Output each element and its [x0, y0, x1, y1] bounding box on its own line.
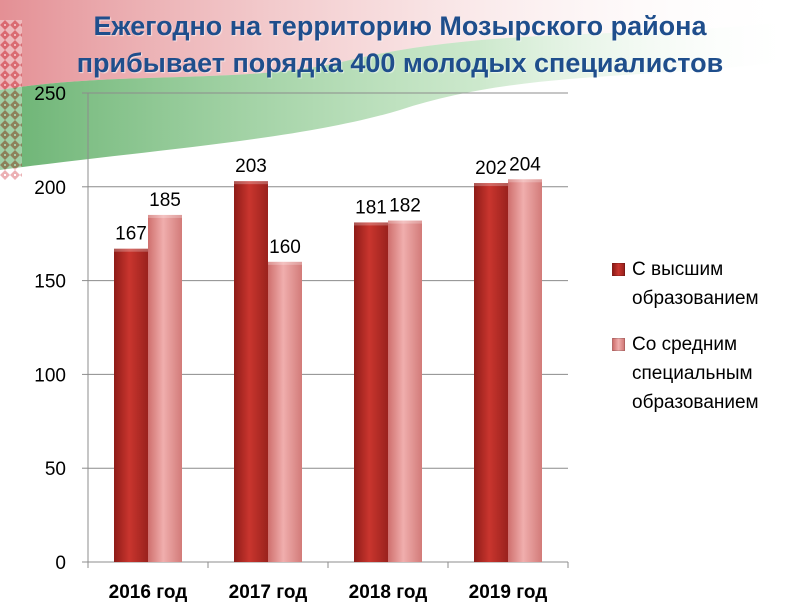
bar-top-highlight: [508, 179, 542, 183]
title-line-1: Ежегодно на территорию Мозырского района: [93, 11, 707, 41]
bar-series-2-2: [268, 261, 302, 562]
x-category-label: 2018 год: [349, 582, 428, 603]
y-tick-label: 250: [34, 84, 66, 105]
bar-top-highlight: [268, 261, 302, 265]
bar-series-2-3: [388, 220, 422, 562]
legend-item-secondary-special-education: Со средним специальным образованием: [612, 330, 797, 417]
bar-series-1-4: [474, 183, 508, 562]
data-label: 204: [509, 154, 541, 175]
y-tick-label: 50: [45, 459, 66, 480]
legend-label-series-1: С высшим образованием: [632, 259, 759, 309]
title-line-2: прибывает порядка 400 молодых специалист…: [76, 48, 724, 78]
legend-label-series-2: Со средним специальным образованием: [632, 334, 759, 413]
bar-series-1-1: [114, 248, 148, 562]
x-category-label: 2016 год: [109, 582, 188, 603]
data-label: 181: [355, 197, 387, 218]
data-label: 202: [475, 158, 507, 179]
legend-item-higher-education: С высшим образованием: [612, 255, 797, 313]
bar-series-1-2: [234, 181, 268, 562]
bar-series-2-1: [148, 214, 182, 562]
chart-bars: [114, 179, 542, 562]
flag-background: [0, 0, 800, 180]
bar-top-highlight: [354, 222, 388, 226]
y-tick-label: 0: [55, 553, 66, 574]
bar-top-highlight: [388, 220, 422, 224]
legend-swatch-series-1: [612, 263, 625, 276]
bar-top-highlight: [234, 181, 268, 185]
bar-top-highlight: [114, 248, 148, 252]
data-label: 203: [235, 156, 267, 177]
data-label: 185: [149, 190, 181, 211]
bar-top-highlight: [148, 214, 182, 218]
x-category-label: 2017 год: [229, 582, 308, 603]
data-label: 182: [389, 196, 421, 217]
data-label: 160: [269, 237, 301, 258]
y-tick-label: 100: [34, 365, 66, 386]
bar-series-2-4: [508, 179, 542, 562]
x-category-label: 2019 год: [469, 582, 548, 603]
y-tick-label: 200: [34, 178, 66, 199]
bar-top-highlight: [474, 183, 508, 187]
bar-series-1-3: [354, 222, 388, 562]
page-title: Ежегодно на территорию Мозырского района…: [0, 8, 800, 82]
legend-swatch-series-2: [612, 338, 625, 351]
y-tick-label: 150: [34, 272, 66, 293]
data-label: 167: [115, 224, 147, 245]
chart-legend: С высшим образованием Со средним специал…: [612, 255, 797, 434]
